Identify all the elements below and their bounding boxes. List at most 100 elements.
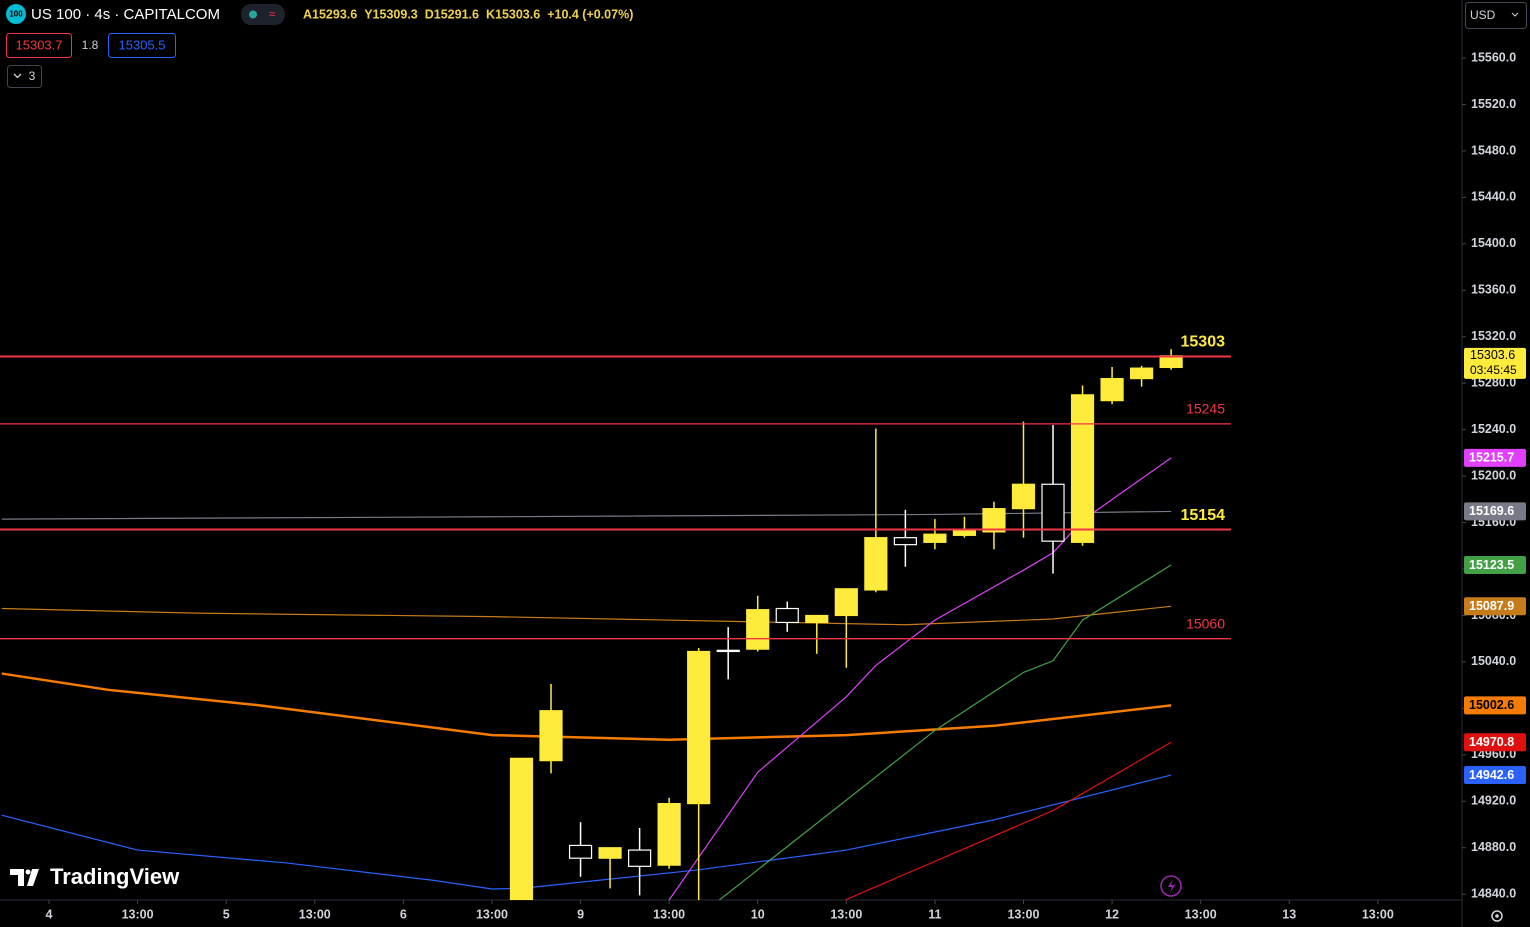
ohlc-value: A15293.6 [303, 7, 357, 21]
x-tick-label: 6 [400, 907, 407, 921]
price-badge [1464, 502, 1526, 521]
y-tick-label: 15360.0 [1471, 283, 1516, 297]
watermark: TradingView [50, 864, 180, 889]
price-badge [1464, 766, 1526, 785]
y-tick-label: 15240.0 [1471, 422, 1516, 436]
currency-button[interactable] [1465, 2, 1527, 29]
sell-button[interactable] [6, 33, 72, 58]
x-tick-label: 13:00 [1007, 907, 1039, 921]
level-label: 15060 [1186, 615, 1225, 631]
spread: 1.8 [82, 38, 99, 52]
change: +10.4 (+0.07%) [547, 7, 633, 21]
candle-body [1041, 483, 1065, 542]
buy-button[interactable] [108, 33, 176, 58]
price-badge [1464, 555, 1526, 574]
price-badge [1464, 733, 1526, 752]
symbol-logo-text: 100 [9, 10, 23, 19]
ohlc-value: K15303.6 [486, 7, 540, 21]
y-tick-label: 15040.0 [1471, 654, 1516, 668]
plot-area [1, 349, 1183, 900]
ohlc-legend: A15293.6 Y15309.3 D15291.6 K15303.6 +10.4 (+… [303, 7, 633, 21]
y-tick-label: 15440.0 [1471, 190, 1516, 204]
candle-body [568, 844, 593, 859]
y-tick-label: 15200.0 [1471, 468, 1516, 482]
y-tick-label: 14920.0 [1471, 794, 1516, 808]
y-tick-label: 15280.0 [1471, 376, 1516, 390]
y-tick-label: 15320.0 [1471, 329, 1516, 343]
candle-body [598, 847, 622, 859]
candle-body [982, 508, 1006, 533]
delay-icon: ≈ [269, 7, 276, 21]
symbol-title[interactable]: US 100 · 4s · CAPITALCOM [31, 6, 220, 23]
status-pill[interactable] [241, 4, 285, 25]
x-tick-label: 12 [1105, 907, 1119, 921]
candle-body [893, 537, 917, 546]
tradingview-logo [10, 869, 39, 886]
candle-body [716, 649, 740, 653]
x-tick-label: 13:00 [653, 907, 685, 921]
price-badge [1464, 696, 1526, 715]
x-tick-label: 13:00 [299, 907, 331, 921]
x-tick-label: 13:00 [122, 907, 154, 921]
buy-price: 15305.5 [119, 37, 166, 52]
countdown: 03:45:45 [1470, 363, 1517, 377]
price-badge-label: 15215.7 [1469, 451, 1514, 465]
level-label: 15303 [1181, 334, 1226, 351]
indicators-count: 3 [29, 69, 36, 83]
symbol-logo [6, 4, 26, 24]
chevron-icon [13, 73, 22, 79]
y-tick-label: 15480.0 [1471, 143, 1516, 157]
y-tick-label: 14840.0 [1471, 886, 1516, 900]
currency: USD [1470, 8, 1496, 22]
candle-body [1159, 355, 1183, 369]
candle-body [1070, 394, 1095, 543]
candle-body [657, 803, 681, 866]
indicators-toggle[interactable] [7, 65, 42, 88]
x-tick-label: 9 [577, 907, 584, 921]
level-label: 15154 [1181, 507, 1226, 524]
x-tick-label: 13:00 [1362, 907, 1394, 921]
level-label: 15245 [1186, 401, 1225, 417]
candle-body [864, 537, 888, 591]
x-tick-label: 5 [223, 907, 230, 921]
candle-body [746, 609, 770, 650]
ohlc-value: Y15309.3 [364, 7, 418, 21]
lightning-icon [1168, 879, 1175, 893]
ma-line [718, 564, 1172, 900]
ohlc-value: D15291.6 [425, 7, 479, 21]
ma-line [1, 672, 1172, 741]
settings-button[interactable] [1491, 910, 1503, 922]
ma-line [1, 774, 1172, 890]
x-tick-label: 13:00 [1185, 907, 1217, 921]
candle-body [628, 849, 652, 867]
candle-body [923, 533, 947, 543]
current-price-badge [1464, 347, 1526, 379]
candle-body [539, 710, 563, 762]
y-tick-label: 14880.0 [1471, 840, 1516, 854]
candle-body [1011, 483, 1036, 510]
y-tick-label: 15520.0 [1471, 97, 1516, 111]
candle-body [805, 614, 829, 624]
price-badge-label: 15087.9 [1469, 599, 1514, 613]
price-badge-label: 15169.6 [1469, 504, 1514, 518]
price-badge-label: 15002.6 [1469, 698, 1514, 712]
candle-body [509, 757, 534, 900]
price-badge-label: 14970.8 [1469, 735, 1514, 749]
ma-line [1, 605, 1172, 626]
candle-body [834, 588, 858, 617]
x-tick-label: 10 [751, 907, 765, 921]
price-badge [1464, 448, 1526, 467]
x-tick-label: 13:00 [476, 907, 508, 921]
tradingview-logo-dot [25, 869, 31, 875]
candle-body [775, 607, 799, 624]
lightning-button[interactable] [1160, 875, 1182, 897]
candle-body [1130, 367, 1154, 380]
candle-body [1100, 377, 1124, 402]
ma-line [844, 741, 1172, 900]
current-price: 15303.6 [1470, 348, 1515, 362]
price-badge-label: 15123.5 [1469, 558, 1514, 572]
y-tick-label: 15560.0 [1471, 50, 1516, 64]
